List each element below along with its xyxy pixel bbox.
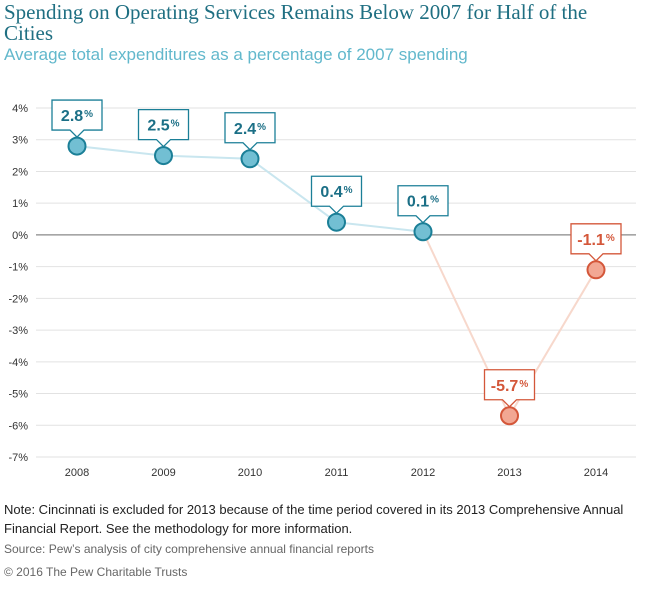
callout-box [224, 112, 276, 151]
chart-source: Source: Pew’s analysis of city comprehen… [4, 542, 374, 556]
callout-box [397, 185, 449, 224]
chart-title: Spending on Operating Services Remains B… [4, 0, 588, 45]
data-callout: 2.5% [137, 108, 190, 148]
gridlines [36, 107, 636, 458]
y-tick-label: -5% [8, 389, 28, 401]
data-label: 0.1% [407, 194, 439, 211]
data-callout: 0.4% [310, 175, 363, 215]
line-segment [76, 145, 164, 157]
x-tick-label: 2009 [151, 467, 175, 479]
x-tick-label: 2013 [497, 467, 521, 479]
data-label: -5.7% [491, 378, 529, 395]
data-label: 2.5% [147, 118, 179, 135]
y-tick-label: 0% [12, 230, 28, 242]
data-label: -1.1% [577, 232, 615, 249]
line-segment [163, 154, 251, 160]
callout-box [310, 175, 363, 215]
y-tick-label: -2% [8, 293, 28, 305]
x-tick-label: 2008 [65, 467, 89, 479]
data-point [327, 212, 346, 232]
data-point [500, 406, 519, 426]
x-tick-label: 2014 [584, 467, 608, 479]
data-label: 0.4% [320, 184, 352, 201]
line-segment [336, 221, 424, 233]
x-tick-label: 2012 [411, 467, 435, 479]
y-axis: 4% 3% 2% 1% 0% -1% -2% -3% -4% -5% -6% -7% [8, 103, 28, 464]
data-point [154, 146, 173, 166]
copyright: © 2016 The Pew Charitable Trusts [4, 565, 188, 579]
data-callout: -1.1% [570, 223, 622, 262]
data-point [586, 260, 606, 280]
data-callout: -5.7% [483, 369, 536, 408]
data-point [240, 149, 260, 169]
y-tick-label: -7% [8, 452, 28, 464]
y-tick-label: 2% [12, 166, 28, 178]
callout-box [483, 369, 536, 408]
line-chart: 4% 3% 2% 1% 0% -1% -2% -3% -4% -5% -6% -7% 2008 2009… [8, 99, 636, 479]
y-tick-label: -3% [8, 325, 28, 337]
data-point [67, 136, 87, 156]
y-tick-label: -1% [8, 262, 28, 274]
x-tick-label: 2011 [325, 467, 349, 479]
line-segment [249, 157, 338, 224]
chart-subtitle: Average total expenditures as a percenta… [4, 45, 468, 64]
data-callout: 2.4% [224, 112, 276, 151]
y-tick-label: 1% [12, 198, 28, 210]
y-tick-label: 4% [12, 103, 28, 115]
x-axis: 2008 2009 2010 2011 2012 2013 2014 [65, 467, 608, 479]
data-label: 2.4% [234, 121, 266, 138]
y-tick-label: -4% [8, 357, 28, 369]
y-tick-label: -6% [8, 420, 28, 432]
data-callouts: 2.8% 2.5% 2.4% 0.4% 0.1% -5.7% -1.1% [51, 99, 622, 408]
x-tick-label: 2010 [238, 467, 262, 479]
callout-box [570, 223, 622, 262]
callout-box [51, 99, 103, 138]
data-point [413, 222, 433, 242]
chart-note: Note: Cincinnati is excluded for 2013 be… [4, 502, 624, 536]
data-points [67, 136, 606, 426]
callout-box [137, 108, 190, 148]
y-tick-label: 3% [12, 135, 28, 147]
data-callout: 0.1% [397, 185, 449, 224]
data-callout: 2.8% [51, 99, 103, 138]
data-label: 2.8% [61, 108, 93, 125]
